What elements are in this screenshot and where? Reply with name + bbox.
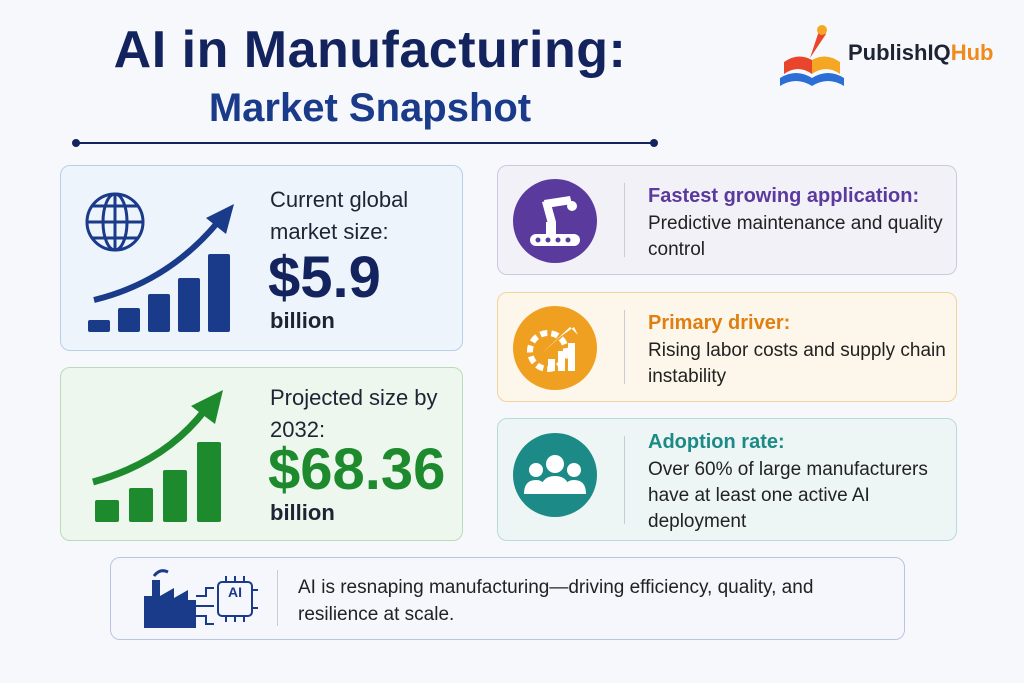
stat-card [60,367,463,541]
insight-text: Over 60% of large manufacturers have at … [648,459,928,532]
logo-main: PublishIQ [848,40,951,65]
growth-icon [92,390,223,522]
logo-accent: Hub [950,40,994,65]
growth-icon [85,192,234,332]
stat-unit: billion [270,308,335,333]
insight-text: Rising labor costs and supply chain inst… [648,340,946,387]
stat-unit: billion [270,500,335,525]
insight-title: Fastest growing application: [648,185,920,207]
divider [277,570,278,626]
footer-icon-label: AI [228,584,242,600]
title-rule [72,139,658,147]
stat-label: Current global market size: [270,187,409,244]
divider [624,183,625,257]
logo-text: PublishIQHub [848,40,993,66]
driver-icon [513,306,597,390]
insight-text: Predictive maintenance and quality contr… [648,213,943,260]
people-icon [513,433,597,517]
logo-icon [780,25,844,86]
subtitle: Market Snapshot [208,86,532,130]
stat-value: $5.9 [268,245,381,310]
title: AI in Manufacturing: [113,21,627,79]
footer-text: AI is resnaping manufacturing—driving ef… [298,577,814,625]
factory-icon [144,569,258,628]
robot-icon [513,179,597,263]
stat-label: Projected size by 2032: [270,385,438,442]
divider [624,436,625,524]
stat-value: $68.36 [268,437,446,502]
insight-title: Adoption rate: [648,431,785,453]
insight-title: Primary driver: [648,312,791,334]
footer-card [110,557,905,640]
divider [624,310,625,384]
